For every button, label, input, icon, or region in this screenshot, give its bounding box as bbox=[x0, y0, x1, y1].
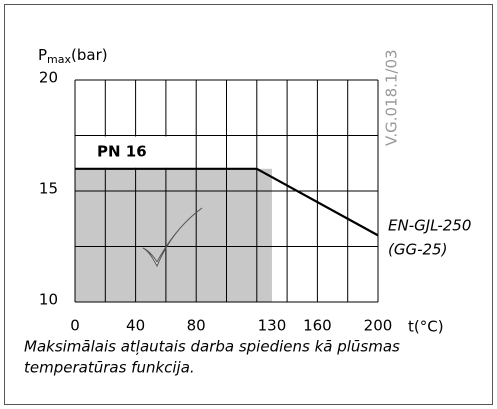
x-tick-label: 80 bbox=[187, 317, 206, 335]
x-tick-label: 0 bbox=[70, 317, 80, 335]
y-tick-label: 15 bbox=[39, 180, 58, 198]
series-label-2: (GG-25) bbox=[388, 241, 447, 259]
y-tick-label: 20 bbox=[39, 69, 58, 87]
x-axis-label: t(°C) bbox=[408, 318, 444, 336]
series-label: EN-GJL-250 bbox=[388, 217, 471, 235]
x-tick-label: 40 bbox=[126, 317, 145, 335]
y-label-sub: max bbox=[47, 53, 71, 66]
x-tick-label: 160 bbox=[303, 317, 332, 335]
caption: Maksimālais atļautais darba spiediens kā… bbox=[24, 338, 400, 356]
y-axis-label: Pmax(bar) bbox=[38, 46, 108, 67]
y-tick-label: 10 bbox=[39, 291, 58, 309]
series-line bbox=[75, 167, 379, 237]
x-tick-label: 130 bbox=[258, 317, 287, 335]
drawing-code: V.G.018.1/03 bbox=[383, 49, 401, 146]
y-label-unit: (bar) bbox=[71, 46, 108, 64]
y-label-main: P bbox=[38, 46, 47, 64]
x-tick-label: 200 bbox=[364, 317, 393, 335]
check-icon bbox=[142, 207, 203, 268]
caption: temperatūras funkcija. bbox=[24, 359, 195, 377]
annotation: PN 16 bbox=[97, 143, 147, 161]
plot: PN 16 0 40 80 130 160 200 10 15 20 bbox=[39, 69, 392, 335]
annotation-box bbox=[76, 136, 196, 168]
